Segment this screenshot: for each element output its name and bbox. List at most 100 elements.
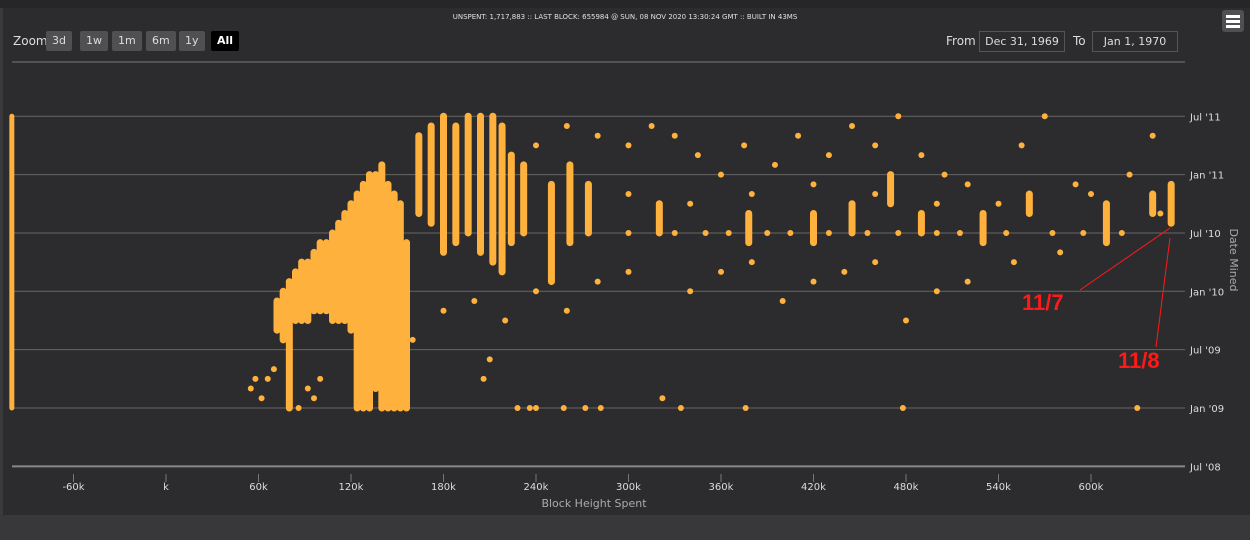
status-info: UNSPENT: 1,717,883 :: LAST BLOCK: 655984… [452, 13, 798, 21]
to-label: To [1073, 34, 1086, 48]
data-point [409, 336, 416, 343]
data-point [933, 200, 940, 207]
data-point [841, 268, 848, 275]
x-tick-label: 540k [986, 482, 1011, 493]
data-point [671, 132, 678, 139]
data-point [594, 132, 601, 139]
data-point [725, 229, 732, 236]
data-point [597, 405, 604, 411]
x-tick-label: 60k [249, 482, 268, 493]
data-point [694, 152, 701, 159]
data-point [659, 395, 666, 402]
zoom-1y-button[interactable]: 1y [179, 31, 205, 51]
from-label: From [946, 34, 976, 48]
hamburger-icon[interactable] [1222, 10, 1244, 32]
data-point [582, 405, 589, 411]
zoom-1w-button[interactable]: 1w [80, 31, 108, 51]
data-point [964, 181, 971, 188]
data-point [718, 171, 724, 178]
x-tick-label: k [163, 482, 169, 493]
data-point [964, 278, 971, 285]
data-point [764, 229, 771, 236]
data-point [1157, 210, 1164, 217]
y-tick-label: Jul '10 [1189, 229, 1221, 240]
data-point [252, 375, 259, 382]
data-point [563, 307, 570, 314]
x-tick-label: 600k [1079, 482, 1104, 493]
data-point [825, 152, 832, 159]
data-point [1010, 259, 1017, 266]
x-tick-label: 480k [894, 482, 919, 493]
zoom-1m-button[interactable]: 1m [112, 31, 142, 51]
data-point [671, 229, 678, 236]
data-point [594, 278, 601, 285]
data-point [625, 268, 632, 275]
data-point [795, 132, 802, 139]
data-point [895, 229, 902, 236]
data-point [317, 375, 324, 382]
data-point [810, 278, 817, 285]
data-point [1080, 229, 1087, 236]
data-point [872, 142, 879, 149]
data-point [895, 113, 902, 120]
data-point [748, 191, 755, 198]
annotation-line [1079, 227, 1171, 291]
annotation-line [1155, 237, 1171, 348]
data-point [687, 200, 694, 207]
x-tick-label: -60k [62, 482, 84, 493]
data-point [1057, 249, 1064, 256]
data-point [787, 229, 794, 236]
data-point [702, 229, 709, 236]
y-tick-label: Jan '09 [1189, 404, 1224, 415]
to-date-input[interactable]: Jan 1, 1970 [1092, 31, 1178, 52]
data-point [533, 405, 539, 411]
annotation-label: 11/8 [1118, 348, 1160, 373]
data-point [779, 298, 786, 305]
data-point [933, 288, 940, 295]
data-point [1088, 191, 1094, 198]
data-point [533, 142, 539, 149]
data-point [995, 200, 1002, 207]
data-point [742, 405, 749, 411]
zoom-6m-button[interactable]: 6m [146, 31, 176, 51]
data-point [625, 229, 632, 236]
data-point [677, 405, 684, 411]
data-point [648, 122, 655, 129]
data-point [956, 229, 963, 236]
data-point [864, 229, 871, 236]
from-date-input[interactable]: Dec 31, 1969 [979, 31, 1065, 52]
zoom-3d-button[interactable]: 3d [46, 31, 72, 51]
data-point [918, 152, 925, 159]
data-point [502, 317, 509, 324]
data-point [1149, 132, 1156, 139]
data-point [1018, 142, 1025, 149]
data-point [849, 122, 856, 129]
data-point [741, 142, 748, 149]
data-point [1072, 181, 1079, 188]
data-point [486, 356, 493, 363]
data-point [933, 229, 940, 236]
data-point [718, 268, 724, 275]
data-point [899, 405, 906, 411]
data-point [270, 366, 277, 373]
data-point [258, 395, 265, 402]
data-point [748, 259, 755, 266]
zoom-all-button[interactable]: All [211, 31, 240, 51]
x-tick-label: 120k [339, 482, 364, 493]
data-point [1003, 229, 1010, 236]
y-tick-label: Jul '11 [1189, 112, 1221, 123]
x-axis-label: Block Height Spent [541, 497, 647, 510]
x-tick-label: 300k [616, 482, 641, 493]
data-point [304, 385, 311, 392]
data-point [514, 405, 521, 411]
x-tick-label: 360k [709, 482, 734, 493]
data-point [625, 191, 632, 198]
data-point [825, 229, 832, 236]
data-point [247, 385, 254, 392]
data-point [872, 191, 879, 198]
data-point [687, 288, 694, 295]
y-tick-label: Jan '10 [1189, 287, 1224, 298]
data-point [480, 375, 487, 382]
data-point [810, 181, 817, 188]
data-point [1118, 229, 1125, 236]
